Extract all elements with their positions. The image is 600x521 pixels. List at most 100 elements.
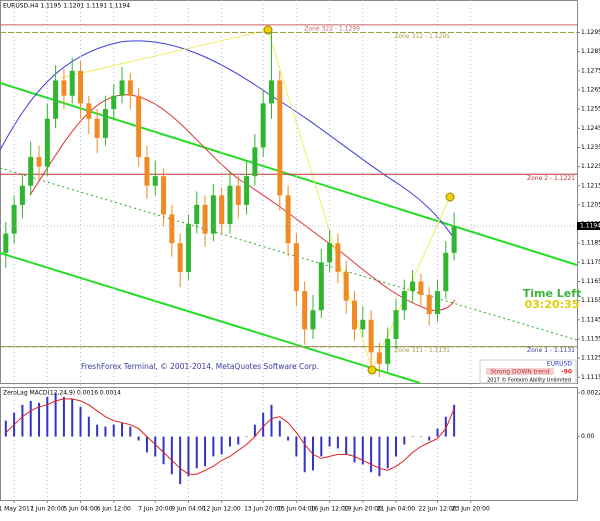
macd-bar <box>453 404 456 437</box>
zone-label: Zone 311 - 1.1131 <box>394 347 450 354</box>
macd-bar <box>237 436 240 445</box>
candle-body <box>111 95 117 110</box>
candle-body <box>227 185 233 225</box>
y-tick-label: 1.1255 <box>581 106 600 113</box>
candle-body <box>11 204 17 234</box>
macd-bar <box>270 404 273 437</box>
candle-body <box>152 176 158 186</box>
candle-body <box>127 80 133 96</box>
candle-body <box>53 80 59 119</box>
y-tick-label: 1.1185 <box>581 240 600 247</box>
y-tick-label: 1.1125 <box>581 355 600 362</box>
moving-average-blue <box>0 40 456 241</box>
macd-bar <box>436 428 439 437</box>
candle-body <box>393 310 399 339</box>
macd-title: ZeroLag MACD(12,24,9) 0.0016 0.0014 <box>3 390 121 397</box>
macd-bar <box>328 436 331 447</box>
zone-label: Zone 322 - 1.1299 <box>304 25 360 32</box>
candle-body <box>161 176 167 215</box>
y-tick-label: 1.1115 <box>581 374 600 381</box>
macd-bar <box>220 436 223 455</box>
candle-body <box>102 109 108 138</box>
y-tick-label: 1.1145 <box>581 316 600 323</box>
x-tick-label: 9 Jun 04:00 <box>171 506 205 513</box>
x-tick-label: 15 Jun 04:00 <box>277 506 315 513</box>
macd-bar <box>170 436 173 475</box>
candle-body <box>418 281 424 295</box>
candle-body <box>36 157 42 167</box>
macd-y-tick-label: 0.00 <box>581 433 595 440</box>
info-trend: Strong DOWN trend <box>490 369 550 376</box>
candle-body <box>310 310 316 330</box>
candle-body <box>169 214 175 244</box>
x-tick-label: 16 Jun 12:00 <box>311 506 349 513</box>
macd-bar <box>62 396 65 437</box>
y-tick-label: 1.1205 <box>581 201 600 208</box>
candle-body <box>78 70 84 104</box>
macd-bar <box>295 436 298 457</box>
y-tick-label: 1.1245 <box>581 125 600 132</box>
macd-bar <box>4 420 7 437</box>
info-score: -90 <box>561 369 572 376</box>
zone-label: Zone 2 - 1.1221 <box>527 175 575 182</box>
x-tick-label: 31 May 2017 <box>0 506 34 513</box>
y-tick-label: 1.1295 <box>581 29 600 36</box>
candle-body <box>177 243 183 272</box>
info-copyright: 2017 © Forexim Ability Unlimited <box>487 377 571 384</box>
candle-body <box>86 103 92 119</box>
candle-body <box>401 291 407 311</box>
macd-bar <box>428 436 431 441</box>
macd-bar <box>336 436 339 449</box>
candle-body <box>244 176 250 205</box>
candle-body <box>385 338 391 364</box>
macd-bar <box>403 436 406 445</box>
macd-bar <box>87 416 90 437</box>
candle-body <box>285 195 291 244</box>
signal-line <box>5 398 455 475</box>
macd-bar <box>395 436 398 457</box>
macd-bar <box>253 424 256 437</box>
candle-body <box>327 243 333 263</box>
zigzag-point <box>367 365 377 375</box>
macd-bar <box>137 436 140 441</box>
macd-bar <box>353 436 356 463</box>
macd-bar <box>345 436 348 455</box>
macd-bar <box>145 436 148 453</box>
x-tick-label: 7 Jun 20:00 <box>138 506 172 513</box>
macd-bar <box>361 436 364 465</box>
macd-panel <box>0 387 578 501</box>
macd-bar <box>187 436 190 477</box>
macd-bar <box>162 436 165 465</box>
macd-bar <box>419 436 422 438</box>
chart-title: EURUSD,H4 1.1195 1.1201 1.1191 1.1194 <box>3 3 130 10</box>
channel-lower <box>0 252 421 384</box>
candle-body <box>360 319 366 330</box>
macd-bar <box>444 416 447 437</box>
timer-label: Time Left <box>523 287 582 300</box>
macd-bar <box>195 436 198 469</box>
zone-label: Zone 312 - 1.1295 <box>394 33 450 40</box>
candle-body <box>28 157 34 186</box>
y-tick-label: 1.1225 <box>581 163 600 170</box>
candle-body <box>376 352 382 364</box>
macd-bar <box>21 404 24 437</box>
macd-bar <box>303 436 306 473</box>
macd-bar <box>287 436 290 441</box>
x-tick-label: 1 Jun 20:00 <box>30 506 64 513</box>
price-panel <box>0 0 578 384</box>
macd-bar <box>38 402 41 437</box>
timer: 03:20:35 <box>525 298 580 311</box>
macd-bar <box>228 436 231 447</box>
macd-bar <box>79 406 82 437</box>
y-tick-label: 1.1265 <box>581 87 600 94</box>
macd-bar <box>129 426 132 437</box>
macd-bar <box>378 436 381 477</box>
candle-body <box>268 80 274 104</box>
x-tick-label: 6 Jun 12:00 <box>97 506 131 513</box>
candle-body <box>194 204 200 225</box>
x-tick-label: 23 Jun 20:00 <box>452 506 490 513</box>
candle-body <box>44 118 50 167</box>
candle-body <box>277 80 283 196</box>
